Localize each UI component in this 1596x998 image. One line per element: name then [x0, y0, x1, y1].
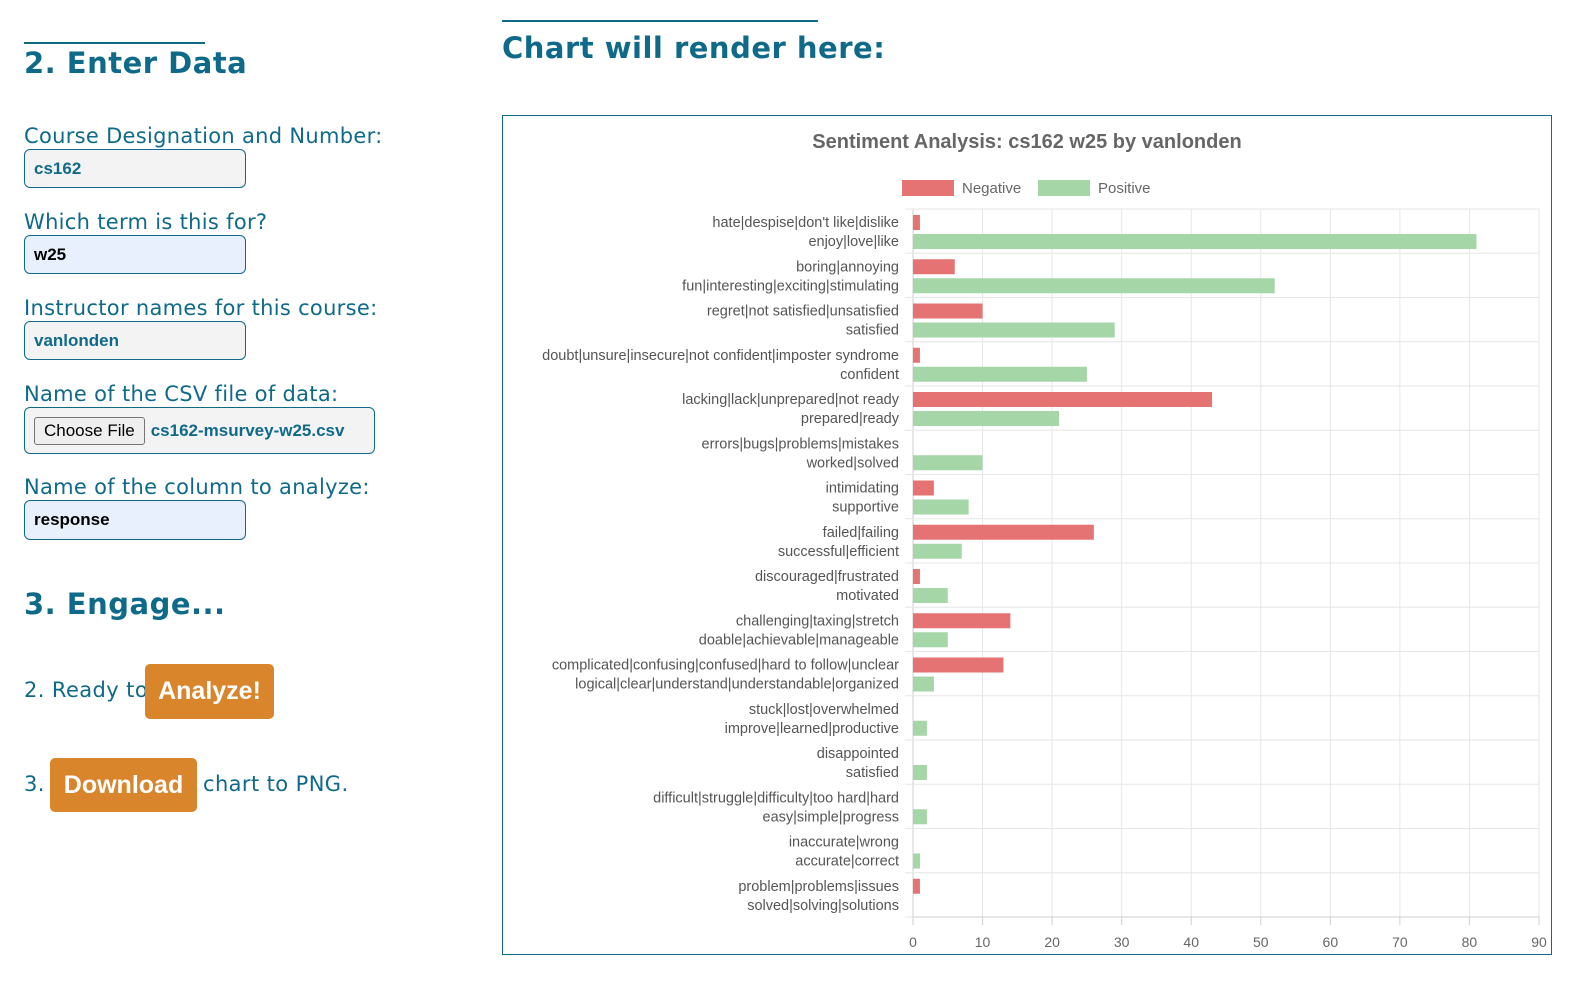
bar-positive: [913, 543, 962, 559]
y-label-positive: prepared|ready: [801, 411, 900, 427]
bar-positive: [913, 278, 1275, 294]
y-label-positive: improve|learned|productive: [725, 721, 899, 737]
bar-positive: [913, 765, 927, 780]
y-label-negative: failed|failing: [823, 525, 899, 541]
bar-positive: [913, 366, 1087, 382]
bar-positive: [913, 411, 1060, 426]
sentiment-chart: Sentiment Analysis: cs162 w25 by vanlond…: [542, 131, 1547, 950]
y-label-negative: stuck|lost|overwhelmed: [749, 702, 899, 718]
analyze-prefix: 2. Ready to: [24, 678, 149, 702]
csv-label: Name of the CSV file of data:: [24, 382, 339, 406]
bar-negative: [913, 392, 1213, 407]
bar-positive: [913, 632, 948, 648]
bar-positive: [913, 809, 927, 825]
y-label-positive: logical|clear|understand|understandable|…: [575, 677, 899, 693]
enter-data-rule: [24, 42, 205, 44]
legend-swatch-negative: [902, 180, 954, 196]
y-label-positive: solved|solving|solutions: [747, 898, 899, 914]
y-label-negative: complicated|confusing|confused|hard to f…: [552, 658, 899, 674]
y-label-positive: satisfied: [846, 765, 899, 781]
course-input[interactable]: [24, 149, 246, 188]
course-label: Course Designation and Number:: [24, 124, 383, 148]
choose-file-button[interactable]: Choose File: [34, 416, 145, 445]
chart-title: Sentiment Analysis: cs162 w25 by vanlond…: [812, 131, 1241, 153]
y-label-negative: challenging|taxing|stretch: [736, 613, 899, 629]
x-tick-label: 90: [1531, 934, 1547, 950]
y-label-positive: accurate|correct: [795, 854, 899, 870]
column-label: Name of the column to analyze:: [24, 475, 370, 499]
bar-negative: [913, 657, 1004, 673]
y-label-positive: confident: [840, 367, 899, 383]
y-label-negative: lacking|lack|unprepared|not ready: [682, 392, 900, 408]
bar-positive: [913, 853, 920, 869]
chart-area-heading: Chart will render here:: [502, 31, 886, 65]
bar-negative: [913, 524, 1094, 540]
y-label-negative: discouraged|frustrated: [755, 569, 899, 585]
legend-swatch-positive: [1038, 180, 1090, 196]
y-label-positive: fun|interesting|exciting|stimulating: [682, 278, 899, 294]
y-label-positive: successful|efficient: [778, 544, 899, 560]
chart-container: Sentiment Analysis: cs162 w25 by vanlond…: [502, 115, 1552, 955]
legend-label-positive: Positive: [1098, 180, 1151, 197]
x-tick-label: 0: [909, 934, 917, 950]
enter-data-heading: 2. Enter Data: [24, 46, 248, 80]
x-tick-label: 40: [1183, 934, 1199, 950]
y-label-negative: difficult|struggle|difficulty|too hard|h…: [653, 790, 899, 806]
y-label-positive: easy|simple|progress: [763, 809, 899, 825]
csv-file-input[interactable]: Choose File cs162-msurvey-w25.csv: [24, 407, 375, 454]
bar-negative: [913, 259, 955, 275]
bar-positive: [913, 455, 983, 471]
x-tick-label: 30: [1114, 934, 1130, 950]
x-tick-label: 70: [1392, 934, 1408, 950]
y-label-negative: errors|bugs|problems|mistakes: [702, 436, 899, 452]
term-input[interactable]: [24, 235, 246, 274]
download-button[interactable]: Download: [50, 758, 197, 812]
bar-negative: [913, 480, 934, 496]
y-label-negative: inaccurate|wrong: [789, 835, 899, 851]
bar-negative: [913, 215, 920, 230]
bar-negative: [913, 569, 920, 584]
bar-positive: [913, 588, 948, 603]
x-tick-label: 80: [1462, 934, 1478, 950]
bar-positive: [913, 499, 969, 515]
bar-positive: [913, 676, 934, 692]
y-label-negative: hate|despise|don't like|dislike: [712, 215, 899, 231]
bar-negative: [913, 613, 1011, 629]
engage-heading: 3. Engage...: [24, 587, 226, 621]
term-label: Which term is this for?: [24, 210, 268, 234]
chart-area-rule: [502, 20, 818, 22]
y-label-negative: disappointed: [817, 746, 899, 762]
legend-label-negative: Negative: [962, 180, 1021, 197]
y-label-positive: supportive: [832, 500, 899, 516]
x-tick-label: 50: [1253, 934, 1269, 950]
download-suffix: chart to PNG.: [203, 772, 349, 796]
y-label-positive: doable|achievable|manageable: [699, 632, 899, 648]
y-label-positive: worked|solved: [806, 455, 899, 471]
csv-filename: cs162-msurvey-w25.csv: [150, 420, 345, 440]
bar-negative: [913, 878, 920, 894]
y-label-positive: satisfied: [846, 323, 899, 339]
y-label-negative: doubt|unsure|insecure|not confident|impo…: [542, 348, 899, 364]
y-label-negative: problem|problems|issues: [738, 879, 899, 895]
instructor-input[interactable]: [24, 321, 246, 360]
y-label-negative: regret|not satisfied|unsatisfied: [707, 304, 899, 320]
y-label-positive: enjoy|love|like: [808, 234, 899, 250]
analyze-button[interactable]: Analyze!: [145, 664, 274, 719]
download-prefix: 3.: [24, 772, 45, 796]
bar-positive: [913, 234, 1477, 249]
y-label-negative: boring|annoying: [796, 259, 899, 275]
x-tick-label: 10: [975, 934, 991, 950]
x-tick-label: 60: [1323, 934, 1339, 950]
instructor-label: Instructor names for this course:: [24, 296, 378, 320]
x-tick-label: 20: [1044, 934, 1060, 950]
bar-negative: [913, 303, 983, 319]
y-label-negative: intimidating: [826, 481, 899, 497]
y-label-positive: motivated: [836, 588, 899, 604]
bar-positive: [913, 720, 927, 736]
bar-positive: [913, 322, 1115, 338]
bar-negative: [913, 347, 920, 363]
column-input[interactable]: [24, 500, 246, 540]
